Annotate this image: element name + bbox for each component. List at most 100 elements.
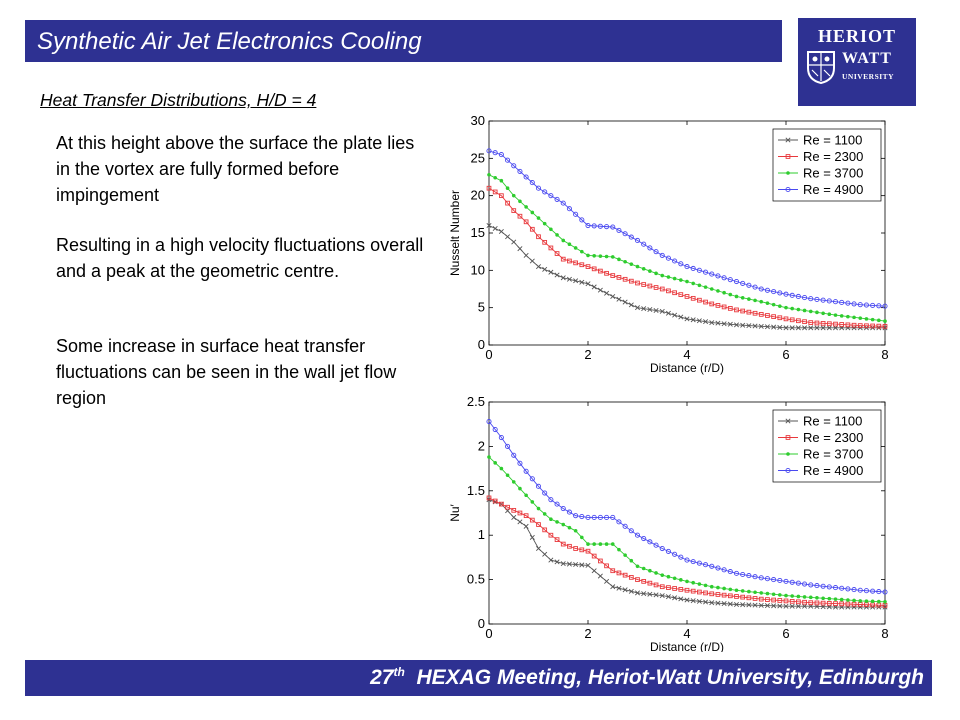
data-point bbox=[542, 221, 547, 226]
data-point bbox=[536, 506, 541, 511]
data-point bbox=[499, 501, 504, 507]
data-point bbox=[598, 254, 603, 258]
data-point bbox=[808, 582, 814, 588]
data-point bbox=[591, 284, 597, 290]
data-point bbox=[604, 542, 609, 546]
data-point bbox=[679, 278, 683, 282]
data-point bbox=[777, 324, 783, 330]
data-point bbox=[870, 302, 876, 308]
data-point bbox=[678, 261, 684, 267]
data-point bbox=[703, 285, 708, 289]
data-point bbox=[616, 275, 622, 280]
data-point bbox=[592, 542, 596, 546]
data-point bbox=[758, 575, 764, 581]
data-point bbox=[536, 234, 541, 240]
data-point bbox=[641, 241, 647, 247]
data-point bbox=[870, 323, 875, 329]
data-point bbox=[715, 320, 721, 326]
legend-marker bbox=[785, 186, 791, 193]
data-point bbox=[486, 148, 492, 154]
data-point bbox=[598, 558, 603, 564]
data-point bbox=[802, 308, 807, 313]
data-point bbox=[839, 314, 844, 318]
series-2 bbox=[486, 495, 888, 608]
data-point bbox=[542, 266, 548, 272]
data-point bbox=[548, 557, 554, 563]
data-point bbox=[517, 519, 523, 525]
data-point bbox=[691, 281, 695, 286]
data-point bbox=[715, 592, 721, 597]
data-point bbox=[517, 460, 523, 466]
data-point bbox=[579, 262, 585, 268]
data-point bbox=[820, 297, 826, 303]
data-point bbox=[790, 306, 794, 311]
data-point bbox=[740, 295, 745, 300]
legend-marker bbox=[785, 137, 791, 143]
data-point bbox=[634, 237, 641, 244]
data-point bbox=[648, 269, 652, 273]
data-point bbox=[505, 473, 510, 478]
data-point bbox=[517, 246, 523, 252]
data-point bbox=[839, 299, 845, 305]
data-point bbox=[554, 251, 560, 256]
data-point bbox=[598, 268, 603, 274]
data-point bbox=[604, 563, 609, 569]
x-tick-label: 6 bbox=[782, 347, 789, 362]
legend-marker bbox=[786, 452, 790, 456]
data-point bbox=[746, 595, 752, 601]
data-point bbox=[777, 290, 783, 296]
data-point bbox=[753, 298, 757, 303]
data-point bbox=[876, 589, 882, 595]
data-point bbox=[567, 258, 572, 264]
logo-text-line1: HERIOT bbox=[817, 26, 897, 46]
data-point bbox=[573, 246, 578, 250]
data-point bbox=[771, 592, 776, 597]
data-point bbox=[863, 588, 869, 594]
data-point bbox=[635, 577, 640, 582]
data-point bbox=[622, 587, 628, 593]
data-point bbox=[660, 273, 665, 278]
data-point bbox=[561, 522, 566, 527]
data-point bbox=[789, 579, 795, 585]
data-point bbox=[721, 275, 727, 281]
data-point bbox=[529, 180, 535, 186]
data-point bbox=[672, 551, 678, 557]
data-point bbox=[586, 542, 590, 546]
data-point bbox=[659, 584, 665, 590]
data-point bbox=[795, 603, 801, 609]
data-point bbox=[758, 312, 764, 317]
data-point bbox=[758, 602, 764, 608]
data-point bbox=[659, 252, 665, 258]
data-point bbox=[727, 593, 733, 599]
data-point bbox=[690, 265, 696, 272]
data-point bbox=[857, 323, 863, 328]
data-point bbox=[641, 306, 647, 312]
data-point bbox=[529, 476, 535, 482]
data-point bbox=[832, 585, 839, 591]
data-point bbox=[727, 569, 733, 575]
data-point bbox=[690, 598, 696, 604]
data-point bbox=[579, 514, 585, 520]
data-point bbox=[740, 589, 745, 593]
data-point bbox=[870, 599, 875, 604]
slide-title: Synthetic Air Jet Electronics Cooling bbox=[37, 28, 422, 55]
data-point bbox=[747, 297, 751, 301]
data-point bbox=[796, 307, 801, 312]
data-point bbox=[789, 292, 795, 298]
data-point bbox=[549, 227, 553, 232]
data-point bbox=[542, 527, 548, 533]
data-point bbox=[610, 584, 616, 590]
data-point bbox=[597, 573, 603, 579]
paragraph-3: Some increase in surface heat transfer f… bbox=[56, 336, 397, 408]
legend-marker bbox=[785, 154, 791, 159]
data-point bbox=[789, 603, 795, 609]
data-point bbox=[709, 287, 714, 291]
data-point bbox=[499, 178, 504, 183]
data-point bbox=[795, 580, 801, 586]
data-point bbox=[684, 597, 690, 603]
data-point bbox=[628, 528, 634, 534]
data-point bbox=[864, 323, 869, 329]
data-point bbox=[678, 554, 684, 560]
data-point bbox=[653, 582, 659, 588]
data-point bbox=[486, 223, 492, 229]
